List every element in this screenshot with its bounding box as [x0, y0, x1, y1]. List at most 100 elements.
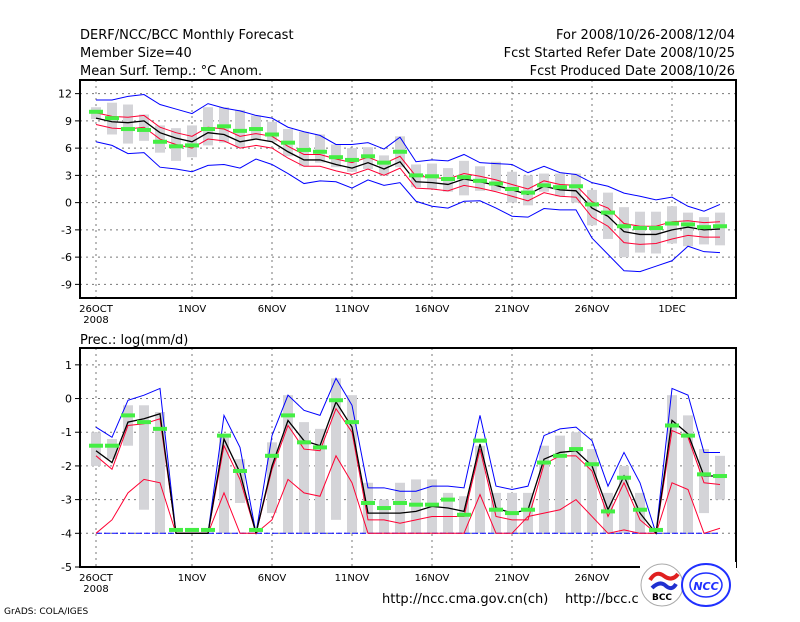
ensemble-bar — [203, 107, 213, 146]
median-mark — [297, 147, 311, 152]
ensemble-bar — [587, 449, 597, 534]
median-mark — [681, 222, 695, 227]
median-mark — [553, 185, 567, 190]
median-mark — [249, 127, 263, 132]
spread-low-line — [95, 124, 720, 245]
x-tick-label: 1NOV — [178, 304, 207, 315]
median-mark — [185, 143, 199, 148]
median-mark — [617, 475, 631, 480]
ensemble-bar — [523, 175, 533, 206]
median-mark — [441, 177, 455, 182]
ensemble-bar — [283, 395, 293, 534]
median-mark — [585, 202, 599, 207]
median-mark — [105, 443, 119, 448]
y-tick-label: -5 — [61, 561, 72, 574]
ensemble-bar — [395, 482, 405, 534]
ensemble-bar — [315, 134, 325, 163]
median-mark — [329, 398, 343, 403]
y-tick-label: -3 — [61, 494, 72, 507]
median-mark — [665, 423, 679, 428]
median-mark — [633, 507, 647, 512]
median-mark — [457, 512, 471, 517]
median-mark — [441, 497, 455, 502]
median-mark — [121, 413, 135, 418]
ensemble-bar — [379, 155, 389, 176]
median-mark — [89, 109, 103, 114]
median-mark — [361, 500, 375, 505]
median-mark — [697, 472, 711, 477]
median-mark — [713, 224, 727, 229]
ensemble-bar — [683, 212, 693, 247]
median-mark — [345, 420, 359, 425]
median-mark — [665, 221, 679, 226]
median-mark — [137, 420, 151, 425]
median-mark — [393, 149, 407, 154]
ensemble-bar — [475, 166, 485, 191]
median-mark — [617, 224, 631, 229]
header-variable: Mean Surf. Temp.: °C Anom. — [80, 64, 262, 79]
y-tick-label: -1 — [61, 426, 72, 439]
x-tick-label: 16NOV — [415, 304, 450, 315]
min-line — [95, 141, 721, 273]
median-mark — [409, 173, 423, 178]
median-mark — [201, 527, 215, 532]
ensemble-bar — [475, 445, 485, 534]
y-tick-label: 12 — [58, 88, 72, 101]
ensemble-bar — [107, 438, 117, 460]
median-mark — [121, 127, 135, 132]
x-tick-label: 11NOV — [335, 573, 370, 584]
ensemble-bar — [219, 435, 229, 534]
y-tick-label: 0 — [65, 393, 72, 406]
median-mark — [153, 426, 167, 431]
y-tick-label: -3 — [61, 224, 72, 237]
x-tick-label: 6NOV — [258, 573, 287, 584]
footer-url-bcc[interactable]: http://bcc.c — [565, 592, 639, 607]
median-mark — [457, 175, 471, 180]
median-mark — [377, 506, 391, 511]
y-tick-label: -2 — [61, 460, 72, 473]
ensemble-bar — [235, 109, 245, 148]
median-mark — [489, 181, 503, 186]
median-mark — [297, 440, 311, 445]
ensemble-bar — [651, 211, 661, 254]
median-mark — [585, 462, 599, 467]
median-mark — [409, 502, 423, 507]
median-mark — [473, 438, 487, 443]
y-tick-label: -6 — [61, 251, 72, 264]
svg-text:BCC: BCC — [652, 593, 672, 603]
x-tick-sublabel: 2008 — [83, 584, 108, 595]
median-mark — [201, 127, 215, 132]
median-mark — [361, 154, 375, 159]
header-period: For 2008/10/26-2008/12/04 — [556, 28, 735, 43]
median-mark — [569, 184, 583, 189]
median-mark — [601, 210, 615, 215]
ensemble-bar — [347, 395, 357, 534]
footer-url-ncc[interactable]: http://ncc.cma.gov.cn(ch) — [382, 592, 548, 607]
median-mark — [505, 511, 519, 516]
median-mark — [537, 183, 551, 188]
ensemble-bar — [491, 492, 501, 534]
median-mark — [281, 413, 295, 418]
y-tick-label: 0 — [65, 197, 72, 210]
median-mark — [393, 500, 407, 505]
ensemble-bar — [683, 415, 693, 534]
x-tick-label: 21NOV — [495, 304, 530, 315]
mean-line — [95, 117, 721, 236]
max-line — [96, 94, 721, 212]
svg-text:NCC: NCC — [693, 580, 718, 593]
median-mark — [153, 139, 167, 144]
median-mark — [345, 157, 359, 162]
median-mark — [217, 124, 231, 129]
median-mark — [169, 527, 183, 532]
median-mark — [569, 447, 583, 452]
x-tick-label: 26OCT — [79, 573, 114, 584]
y-tick-label: 3 — [65, 169, 72, 182]
median-mark — [521, 190, 535, 195]
ensemble-bar — [667, 395, 677, 534]
x-tick-label: 1NOV — [178, 573, 207, 584]
x-tick-label: 6NOV — [258, 304, 287, 315]
plot-frame — [79, 79, 737, 299]
ensemble-bar — [123, 104, 133, 144]
